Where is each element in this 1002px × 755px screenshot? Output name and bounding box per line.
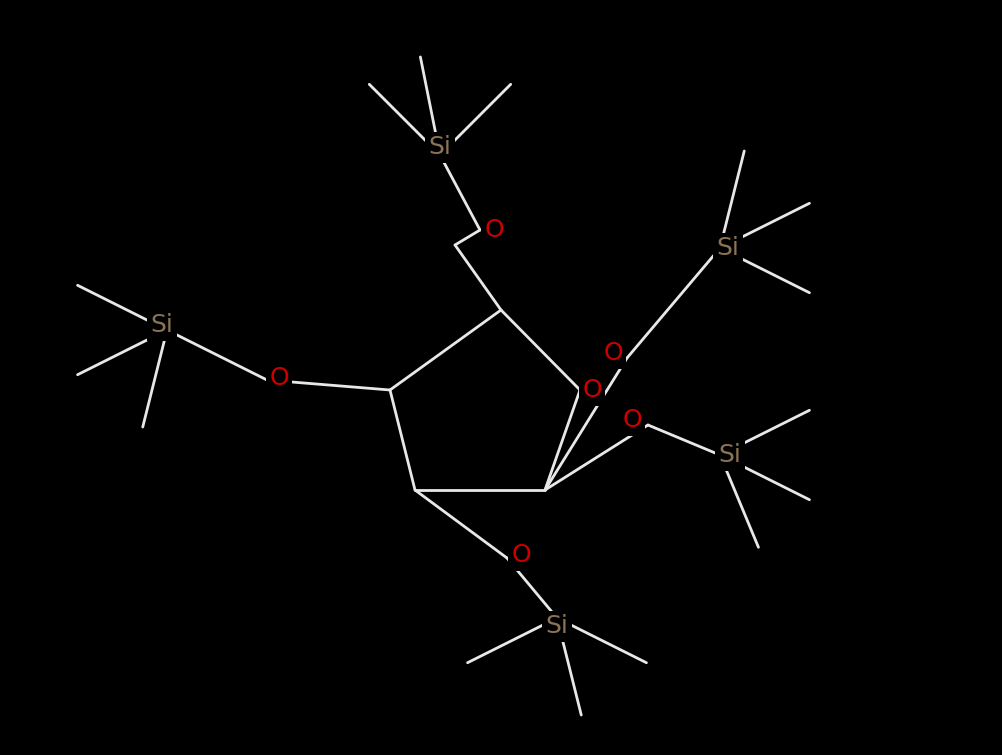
- Text: O: O: [622, 408, 642, 432]
- Text: Si: Si: [429, 135, 452, 159]
- Text: O: O: [484, 218, 504, 242]
- Text: O: O: [511, 543, 531, 567]
- Text: O: O: [603, 341, 623, 365]
- Text: Si: Si: [716, 236, 739, 260]
- Text: Si: Si: [545, 614, 568, 638]
- Text: Si: Si: [150, 313, 173, 337]
- Text: O: O: [582, 378, 602, 402]
- Text: O: O: [270, 366, 289, 390]
- Text: Si: Si: [718, 443, 741, 467]
